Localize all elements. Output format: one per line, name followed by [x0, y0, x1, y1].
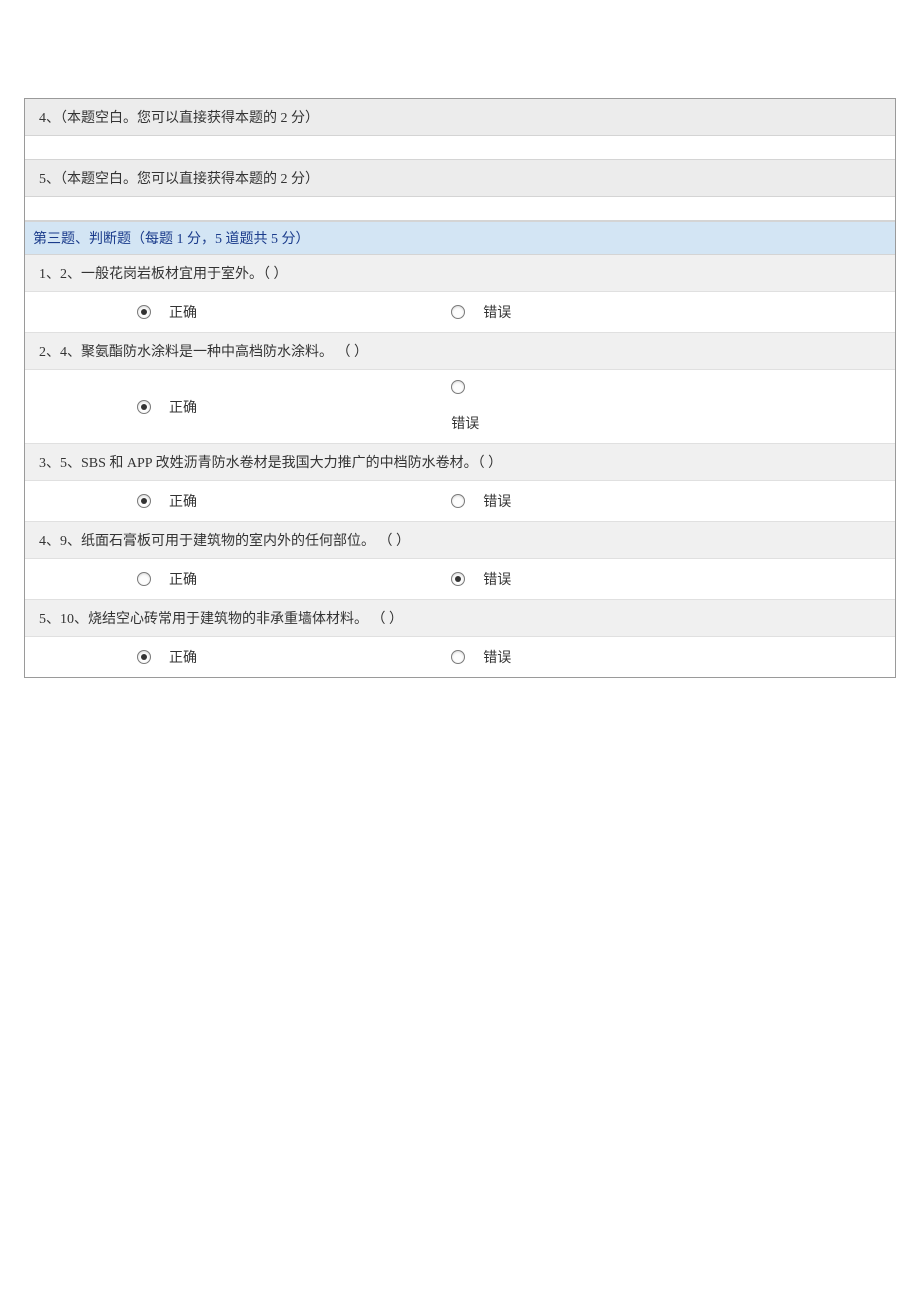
- tf-q5-true-cell[interactable]: 正确: [25, 637, 451, 677]
- tf-q1-head: 1、2、一般花岗岩板材宜用于室外。（ ）: [25, 255, 895, 292]
- radio-icon[interactable]: [451, 380, 465, 394]
- radio-icon[interactable]: [451, 650, 465, 664]
- tf-q4-text: 4、9、纸面石膏板可用于建筑物的室内外的任何部位。 （ ）: [39, 534, 410, 549]
- blank-question-4-text: 4、（本题空白。您可以直接获得本题的 2 分）: [39, 111, 319, 126]
- tf-false-label: 错误: [483, 569, 511, 589]
- page-root: 4、（本题空白。您可以直接获得本题的 2 分） 5、（本题空白。您可以直接获得本…: [0, 0, 920, 678]
- tf-true-label: 正确: [169, 569, 197, 589]
- tf-true-label: 正确: [169, 302, 197, 322]
- tf-q4-head: 4、9、纸面石膏板可用于建筑物的室内外的任何部位。 （ ）: [25, 522, 895, 559]
- exam-table: 4、（本题空白。您可以直接获得本题的 2 分） 5、（本题空白。您可以直接获得本…: [24, 98, 896, 678]
- tf-q2-head: 2、4、聚氨酯防水涂料是一种中高档防水涂料。 （ ）: [25, 333, 895, 370]
- tf-q2-true-cell[interactable]: 正确: [25, 370, 451, 443]
- section-3-title: 第三题、判断题（每题 1 分，5 道题共 5 分）: [33, 232, 310, 247]
- tf-q3-head: 3、5、SBS 和 APP 改姓沥青防水卷材是我国大力推广的中档防水卷材。（ ）: [25, 444, 895, 481]
- tf-q2-false-cell[interactable]: 错误: [451, 370, 895, 443]
- tf-q1-false-cell[interactable]: 错误: [451, 292, 895, 332]
- tf-q4-false-cell[interactable]: 错误: [451, 559, 895, 599]
- tf-q4-options: 正确 错误: [25, 559, 895, 600]
- tf-q1-text: 1、2、一般花岗岩板材宜用于室外。（ ）: [39, 267, 288, 282]
- tf-false-label: 错误: [483, 302, 511, 322]
- tf-false-label: 错误: [451, 417, 479, 432]
- tf-q4-true-cell[interactable]: 正确: [25, 559, 451, 599]
- tf-q2-options: 正确 错误: [25, 370, 895, 444]
- tf-true-label: 正确: [169, 397, 197, 417]
- tf-q1-true-cell[interactable]: 正确: [25, 292, 451, 332]
- tf-false-label: 错误: [483, 491, 511, 511]
- blank-question-5-head: 5、（本题空白。您可以直接获得本题的 2 分）: [25, 160, 895, 197]
- blank-question-4-body: [25, 136, 895, 160]
- blank-question-4-head: 4、（本题空白。您可以直接获得本题的 2 分）: [25, 99, 895, 136]
- radio-icon[interactable]: [137, 650, 151, 664]
- tf-q3-false-cell[interactable]: 错误: [451, 481, 895, 521]
- tf-q5-options: 正确 错误: [25, 637, 895, 677]
- tf-true-label: 正确: [169, 491, 197, 511]
- tf-q3-options: 正确 错误: [25, 481, 895, 522]
- tf-q5-head: 5、10、烧结空心砖常用于建筑物的非承重墙体材料。 （ ）: [25, 600, 895, 637]
- tf-q3-text: 3、5、SBS 和 APP 改姓沥青防水卷材是我国大力推广的中档防水卷材。（ ）: [39, 456, 502, 471]
- radio-icon[interactable]: [451, 572, 465, 586]
- tf-q5-false-cell[interactable]: 错误: [451, 637, 895, 677]
- radio-icon[interactable]: [451, 305, 465, 319]
- radio-icon[interactable]: [137, 305, 151, 319]
- tf-q2-text: 2、4、聚氨酯防水涂料是一种中高档防水涂料。 （ ）: [39, 345, 368, 360]
- tf-false-label: 错误: [483, 647, 511, 667]
- radio-icon[interactable]: [137, 400, 151, 414]
- blank-question-5-text: 5、（本题空白。您可以直接获得本题的 2 分）: [39, 172, 319, 187]
- tf-q5-text: 5、10、烧结空心砖常用于建筑物的非承重墙体材料。 （ ）: [39, 612, 403, 627]
- tf-q3-true-cell[interactable]: 正确: [25, 481, 451, 521]
- blank-question-5-body: [25, 197, 895, 221]
- radio-icon[interactable]: [137, 494, 151, 508]
- section-3-header: 第三题、判断题（每题 1 分，5 道题共 5 分）: [25, 221, 895, 255]
- tf-true-label: 正确: [169, 647, 197, 667]
- radio-icon[interactable]: [137, 572, 151, 586]
- tf-q1-options: 正确 错误: [25, 292, 895, 333]
- radio-icon[interactable]: [451, 494, 465, 508]
